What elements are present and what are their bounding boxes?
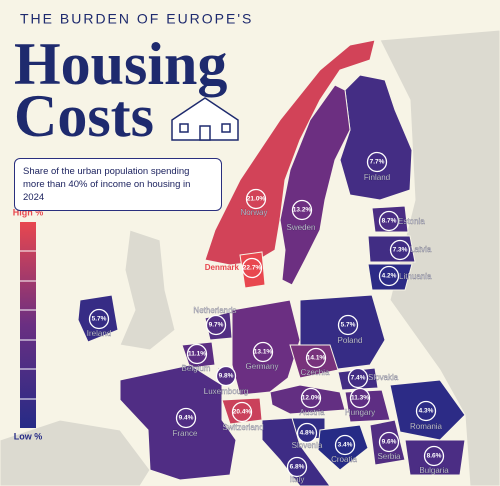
- land: [0, 419, 151, 486]
- value-label: 6.8%: [290, 464, 305, 471]
- legend-dividers: [20, 250, 36, 400]
- country-label: France: [173, 429, 198, 438]
- value-bubble: [415, 400, 437, 422]
- country-label: Romania: [410, 422, 443, 431]
- country-shape: [204, 39, 376, 266]
- value-label: 21.0%: [247, 196, 266, 203]
- country-label: Italy: [290, 475, 305, 484]
- house-icon: [171, 97, 239, 141]
- country-label: Norway: [240, 208, 267, 217]
- country-label: Sweden: [287, 223, 316, 232]
- value-label: 22.7%: [243, 265, 262, 272]
- value-bubble: [300, 387, 322, 409]
- title-line: Housing: [14, 31, 227, 97]
- value-bubble: [175, 407, 197, 429]
- value-label: 11.1%: [188, 351, 206, 358]
- value-label: 4.3%: [419, 408, 434, 415]
- value-label: 9.8%: [219, 373, 234, 380]
- value-label: 7.3%: [393, 247, 408, 254]
- value-bubble: [231, 401, 253, 423]
- land: [119, 229, 176, 351]
- country-label: Denmark: [205, 263, 240, 272]
- value-label: 14.1%: [307, 355, 326, 362]
- background-land: [0, 29, 500, 486]
- country-label: Estonia: [398, 217, 425, 226]
- value-bubble: [378, 431, 400, 453]
- value-label: 5.7%: [341, 322, 356, 329]
- value-bubble: [241, 257, 263, 279]
- legend-high: High %: [13, 207, 44, 217]
- country-label: Slovenia: [292, 441, 323, 450]
- value-bubble: [305, 347, 327, 369]
- subtitle: Share of the urban population spending m…: [14, 158, 222, 211]
- country-label: Belgium: [182, 364, 211, 373]
- value-label: 5.7%: [92, 316, 107, 323]
- value-bubble: [378, 210, 400, 232]
- value-label: 3.4%: [338, 442, 353, 449]
- value-bubble: [215, 365, 237, 387]
- value-label: 8.7%: [382, 218, 397, 225]
- country-label: Luxembourg: [204, 387, 248, 396]
- value-bubble: [366, 151, 388, 173]
- country-label: Austria: [300, 408, 325, 417]
- country-shape: [339, 74, 413, 201]
- value-label: 4.2%: [382, 273, 397, 280]
- value-bubble: [296, 422, 318, 444]
- value-label: 4.8%: [300, 430, 315, 437]
- country-label: Croatia: [331, 455, 357, 464]
- value-bubble: [186, 343, 208, 365]
- value-bubble: [291, 199, 313, 221]
- country-label: Latvia: [410, 245, 432, 254]
- value-bubble: [349, 387, 371, 409]
- value-label: 7.7%: [370, 159, 385, 166]
- value-label: 7.4%: [351, 375, 366, 382]
- value-bubble: [378, 265, 400, 287]
- legend-low: Low %: [14, 431, 43, 441]
- title-line: Costs: [14, 83, 154, 149]
- value-bubble: [88, 308, 110, 330]
- country-label: Finland: [364, 173, 390, 182]
- country-label: Bulgaria: [419, 466, 449, 475]
- value-bubble: [337, 314, 359, 336]
- value-bubble: [245, 188, 267, 210]
- country-label: Ireland: [87, 329, 111, 338]
- value-bubble: [252, 341, 274, 363]
- country-label: Slovakia: [368, 373, 399, 382]
- value-bubble: [347, 367, 369, 389]
- country-label: Serbia: [377, 452, 401, 461]
- country-label: Netherlands: [193, 306, 236, 315]
- value-bubble: [389, 239, 411, 261]
- value-bubble: [423, 445, 445, 467]
- value-label: 9.6%: [382, 439, 397, 446]
- country-label: Switzerland: [222, 423, 263, 432]
- value-bubble: [286, 456, 308, 478]
- value-label: 13.1%: [254, 349, 273, 356]
- value-label: 11.3%: [351, 395, 369, 402]
- country-label: Germany: [246, 362, 279, 371]
- kicker: THE BURDEN OF EUROPE'S: [20, 11, 253, 27]
- value-label: 20.4%: [233, 409, 252, 416]
- country-label: Czechia: [301, 368, 330, 377]
- value-label: 12.0%: [302, 395, 321, 402]
- country-label: Hungary: [345, 408, 375, 417]
- value-label: 9.4%: [179, 415, 194, 422]
- value-label: 8.6%: [427, 453, 442, 460]
- legend-bar: [20, 222, 36, 428]
- country-shape: [279, 84, 351, 286]
- country-label: Poland: [338, 336, 363, 345]
- country-shape: [261, 417, 331, 486]
- value-label: 13.2%: [293, 207, 312, 214]
- value-bubble: [334, 434, 356, 456]
- value-bubble: [205, 314, 227, 336]
- value-label: 9.7%: [209, 322, 224, 329]
- country-label: Lithuania: [399, 272, 432, 281]
